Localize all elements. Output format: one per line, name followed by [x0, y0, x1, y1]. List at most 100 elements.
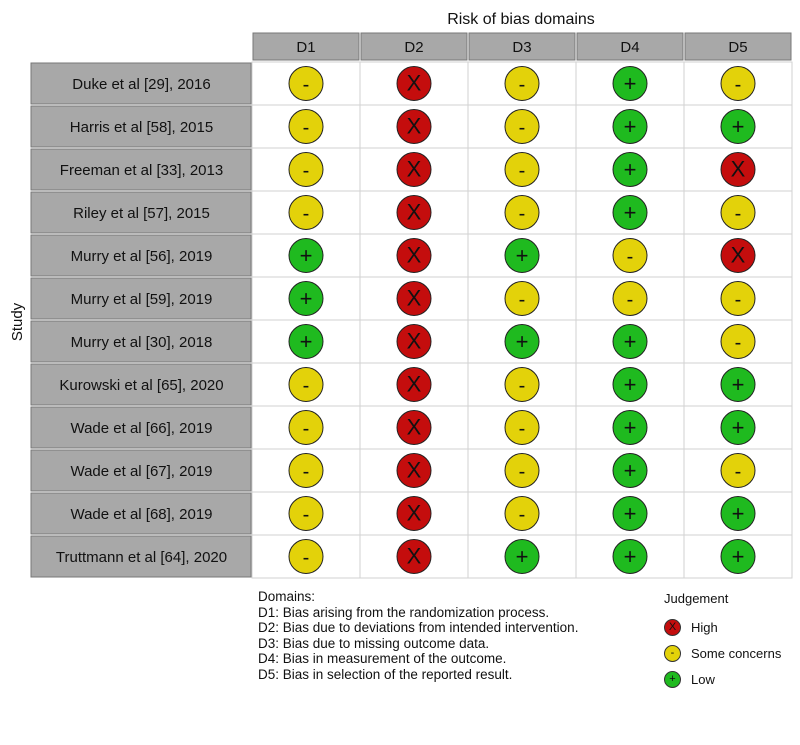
judgement-symbol: -	[519, 461, 526, 483]
judgement-symbol: -	[735, 74, 742, 96]
judgement-dot	[504, 66, 540, 101]
judgement-dot	[288, 539, 324, 574]
judgement-dot	[288, 152, 324, 187]
judgement-symbol: -	[519, 160, 526, 182]
judgement-mark-some: -	[720, 324, 756, 359]
judgement-dot	[396, 238, 432, 273]
judgement-label-some: Some concerns	[691, 645, 782, 661]
judgement-symbol: +	[624, 200, 637, 225]
judgement-symbol: X	[407, 200, 422, 225]
judgement-dot	[612, 324, 648, 359]
judgement-mark-some: -	[720, 195, 756, 230]
judgement-mark-low: +	[612, 66, 648, 101]
judgement-symbol: +	[732, 372, 745, 397]
judgement-dot	[720, 109, 756, 144]
study-label-cell	[30, 234, 252, 277]
judgement-mark-low: +	[612, 109, 648, 144]
judgement-dot	[396, 367, 432, 402]
judgement-symbol: -	[519, 504, 526, 526]
judgement-symbol: -	[519, 289, 526, 311]
judgement-symbol: -	[519, 418, 526, 440]
judgement-mark-some: -	[720, 453, 756, 488]
judgement-symbol: -	[303, 74, 310, 96]
judgement-mark-some: -	[288, 66, 324, 101]
judgement-dot	[288, 66, 324, 101]
judgement-symbol: +	[624, 372, 637, 397]
judgement-symbol: -	[519, 117, 526, 139]
judgement-dot	[504, 539, 540, 574]
judgement-dot	[504, 238, 540, 273]
judgement-dot	[612, 109, 648, 144]
judgement-symbol: +	[732, 415, 745, 440]
judgement-mark-some: -	[612, 238, 648, 273]
judgement-symbol: +	[516, 243, 529, 268]
judgement-dot	[396, 539, 432, 574]
judgement-symbol: X	[407, 415, 422, 440]
judgement-symbol: X	[407, 114, 422, 139]
study-label: Freeman et al [33], 2013	[60, 162, 223, 179]
judgement-symbol: X	[407, 501, 422, 526]
judgement-dot	[288, 281, 324, 316]
chart-title: Risk of bias domains	[447, 11, 595, 28]
judgement-dot	[504, 195, 540, 230]
judgement-symbol: -	[735, 461, 742, 483]
judgement-dot	[720, 238, 756, 273]
judgement-symbol: +	[624, 415, 637, 440]
judgement-symbol: -	[303, 504, 310, 526]
judgement-mark-some: -	[504, 195, 540, 230]
domain-legend-item: D3: Bias due to missing outcome data.	[258, 635, 490, 651]
judgement-mark-high: X	[396, 410, 432, 445]
judgement-dot	[504, 324, 540, 359]
judgement-mark-some: -	[504, 453, 540, 488]
study-label: Harris et al [58], 2015	[70, 119, 213, 136]
judgement-symbol: +	[300, 243, 313, 268]
judgement-symbol: X	[731, 243, 746, 268]
judgement-mark-low: +	[612, 152, 648, 187]
judgement-dot	[720, 195, 756, 230]
judgement-dot	[504, 453, 540, 488]
judgement-symbol: +	[732, 544, 745, 569]
judgement-mark-some: -	[288, 539, 324, 574]
judgement-dot	[396, 410, 432, 445]
study-label-cell	[30, 148, 252, 191]
judgement-symbol: -	[627, 289, 634, 311]
judgement-dot	[288, 453, 324, 488]
judgement-symbol: +	[300, 286, 313, 311]
judgement-dot	[612, 238, 648, 273]
judgement-dot	[720, 324, 756, 359]
judgement-mark-low: +	[612, 195, 648, 230]
judgement-symbol: -	[735, 332, 742, 354]
judgement-symbol: X	[407, 157, 422, 182]
judgement-symbol: +	[732, 114, 745, 139]
judgement-symbol: X	[407, 329, 422, 354]
judgement-legend: Judgement X High - Some concerns + Low	[664, 591, 800, 692]
judgement-mark-some: -	[504, 152, 540, 187]
judgement-symbol: +	[732, 501, 745, 526]
judgement-mark-some: -	[288, 109, 324, 144]
judgement-legend-title: Judgement	[664, 591, 729, 606]
judgement-mark-low: +	[720, 367, 756, 402]
study-label: Murry et al [59], 2019	[71, 291, 213, 308]
judgement-dot	[504, 152, 540, 187]
domain-header-label: D2	[404, 39, 423, 56]
judgement-dot	[396, 152, 432, 187]
judgement-dot	[396, 195, 432, 230]
judgement-symbol: +	[624, 329, 637, 354]
judgement-mark-low: +	[288, 238, 324, 273]
judgement-mark-high: X	[396, 238, 432, 273]
judgement-symbol: -	[303, 117, 310, 139]
judgement-dot	[288, 367, 324, 402]
judgement-mark-some: -	[720, 281, 756, 316]
study-label-cell	[30, 406, 252, 449]
judgement-symbol: -	[303, 160, 310, 182]
domain-legend-item: D5: Bias in selection of the reported re…	[258, 666, 513, 682]
study-label-cell	[30, 320, 252, 363]
judgement-mark-low: +	[612, 367, 648, 402]
judgement-dot	[720, 281, 756, 316]
judgement-mark-low: +	[720, 496, 756, 531]
study-label: Wade et al [66], 2019	[70, 420, 212, 437]
judgement-symbol: X	[407, 286, 422, 311]
judgement-mark-low: +	[612, 410, 648, 445]
judgement-dot	[504, 410, 540, 445]
judgement-mark-low: +	[612, 539, 648, 574]
